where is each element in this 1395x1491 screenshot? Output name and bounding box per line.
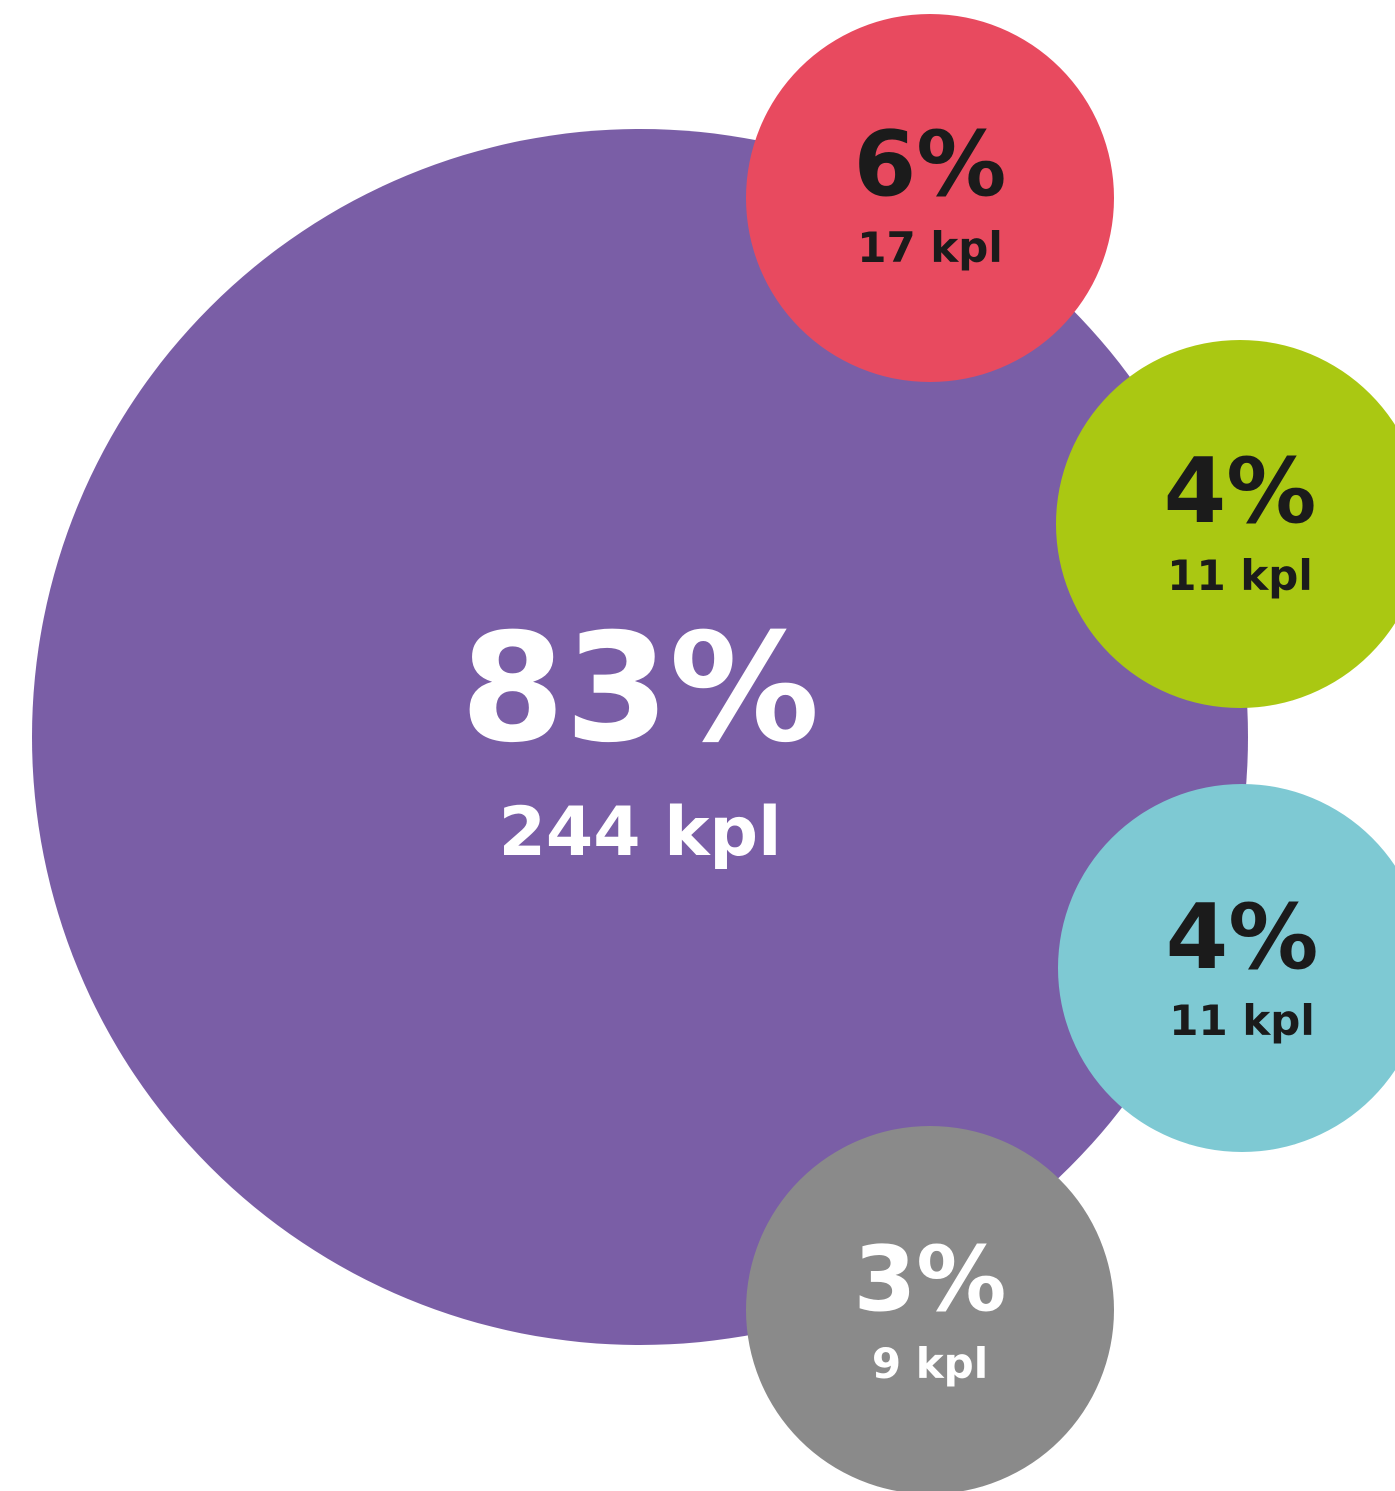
bubble-red xyxy=(746,14,1114,382)
bubble-green-percent: 4% xyxy=(1164,439,1317,544)
bubble-blue-count: 11 kpl xyxy=(1169,996,1314,1045)
bubble-green xyxy=(1056,340,1395,708)
bubble-blue-percent: 4% xyxy=(1166,885,1319,990)
bubble-red-count: 17 kpl xyxy=(857,223,1002,272)
bubble-main-count: 244 kpl xyxy=(499,793,782,872)
bubble-red-percent: 6% xyxy=(854,112,1007,217)
bubble-gray xyxy=(746,1126,1114,1491)
bubble-gray-count: 9 kpl xyxy=(872,1339,988,1388)
bubble-gray-percent: 3% xyxy=(854,1227,1007,1332)
bubble-blue xyxy=(1058,784,1395,1152)
bubble-main xyxy=(32,129,1248,1345)
bubble-green-count: 11 kpl xyxy=(1167,551,1312,600)
bubble-main-percent: 83% xyxy=(460,602,819,776)
